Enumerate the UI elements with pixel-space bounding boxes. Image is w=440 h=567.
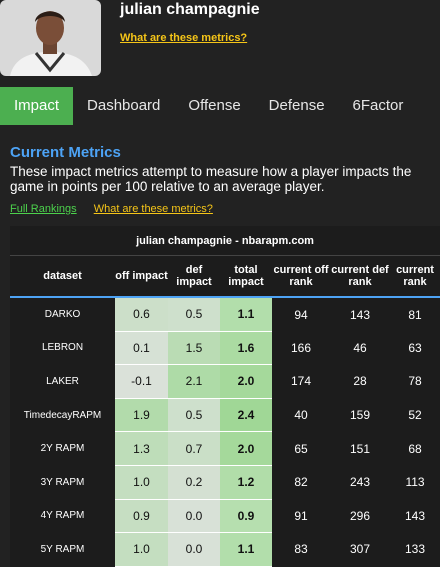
table-row: TimedecayRAPM 1.9 0.5 2.4 40 159 52 bbox=[10, 398, 440, 433]
table-title: julian champagnie - nbarapm.com bbox=[10, 226, 440, 256]
rank-cell: 65 bbox=[294, 441, 308, 456]
metric-cell: 1.6 bbox=[220, 331, 272, 366]
rank-cell: 143 bbox=[349, 307, 371, 322]
full-rankings-link[interactable]: Full Rankings bbox=[10, 203, 77, 215]
table-row: 2Y RAPM 1.3 0.7 2.0 65 151 68 bbox=[10, 431, 440, 466]
metrics-link[interactable]: What are these metrics? bbox=[120, 32, 248, 44]
rank-cell: 68 bbox=[408, 441, 422, 456]
metric-cell: 1.0 bbox=[115, 465, 168, 500]
table-row: 3Y RAPM 1.0 0.2 1.2 82 243 113 bbox=[10, 465, 440, 500]
rank-cell: 151 bbox=[349, 441, 371, 456]
metrics-table: julian champagnie - nbarapm.com dataset of… bbox=[10, 226, 440, 567]
metric-cell: 2.0 bbox=[220, 431, 272, 466]
dataset-cell: TimedecayRAPM bbox=[23, 409, 102, 421]
column-header: def impact bbox=[168, 255, 220, 298]
rank-cell: 83 bbox=[294, 542, 308, 557]
column-header: current off rank bbox=[272, 255, 330, 298]
metric-cell: 1.0 bbox=[115, 532, 168, 567]
tab[interactable]: Dashboard bbox=[87, 97, 161, 114]
table-title-row: julian champagnie - nbarapm.com bbox=[10, 226, 440, 256]
rank-cell: 113 bbox=[405, 475, 425, 490]
metric-cell: 0.6 bbox=[115, 297, 168, 332]
table-row: DARKO 0.6 0.5 1.1 94 143 81 bbox=[10, 297, 440, 332]
dataset-cell: DARKO bbox=[44, 309, 81, 321]
dataset-cell: 3Y RAPM bbox=[40, 476, 85, 488]
rank-cell: 166 bbox=[290, 340, 312, 355]
metric-cell: 2.0 bbox=[220, 364, 272, 399]
dataset-cell: LEBRON bbox=[41, 342, 84, 354]
metric-cell: 0.0 bbox=[168, 499, 220, 534]
tab-bar: Impact Dashboard Offense Defense 6Factor bbox=[0, 87, 440, 125]
dataset-cell: 4Y RAPM bbox=[40, 510, 85, 522]
metric-cell: 0.1 bbox=[115, 331, 168, 366]
metric-cell: 1.9 bbox=[115, 398, 168, 433]
rank-cell: 159 bbox=[349, 408, 371, 423]
metric-cell: 0.9 bbox=[220, 499, 272, 534]
table-row: 4Y RAPM 0.9 0.0 0.9 91 296 143 bbox=[10, 499, 440, 534]
metric-cell: 0.9 bbox=[115, 499, 168, 534]
column-header: total impact bbox=[220, 255, 272, 298]
metric-cell: -0.1 bbox=[115, 364, 168, 399]
table-row: LAKER -0.1 2.1 2.0 174 28 78 bbox=[10, 364, 440, 399]
dataset-cell: LAKER bbox=[46, 375, 79, 387]
rank-cell: 296 bbox=[349, 508, 371, 523]
metric-cell: 1.5 bbox=[168, 331, 220, 366]
rank-cell: 82 bbox=[294, 475, 308, 490]
metric-cell: 0.5 bbox=[168, 297, 220, 332]
metric-cell: 0.5 bbox=[168, 398, 220, 433]
tab[interactable]: Impact bbox=[0, 87, 74, 125]
rank-cell: 91 bbox=[294, 508, 308, 523]
column-header: current rank bbox=[390, 255, 440, 298]
rank-cell: 133 bbox=[405, 542, 426, 557]
metric-cell: 2.1 bbox=[168, 364, 220, 399]
header-row: dataset off impact def impact total impact c… bbox=[10, 255, 440, 298]
column-header: off impact bbox=[115, 255, 168, 298]
rank-cell: 81 bbox=[408, 307, 422, 322]
metric-cell: 0.0 bbox=[168, 532, 220, 567]
rank-cell: 40 bbox=[294, 408, 308, 423]
dataset-cell: 5Y RAPM bbox=[40, 543, 85, 555]
tab[interactable]: Offense bbox=[188, 97, 241, 114]
column-header: dataset bbox=[10, 255, 115, 298]
table-row: 5Y RAPM 1.0 0.0 1.1 83 307 133 bbox=[10, 532, 440, 567]
rank-cell: 94 bbox=[294, 307, 308, 322]
table-row: LEBRON 0.1 1.5 1.6 166 46 63 bbox=[10, 331, 440, 366]
rank-cell: 78 bbox=[408, 374, 422, 389]
tab[interactable]: 6Factor bbox=[352, 97, 404, 114]
rank-cell: 28 bbox=[353, 374, 367, 389]
player-avatar bbox=[0, 0, 101, 76]
rank-cell: 46 bbox=[353, 340, 367, 355]
metrics-link[interactable]: What are these metrics? bbox=[93, 203, 213, 215]
section-description: These impact metrics attempt to measure … bbox=[10, 164, 412, 194]
rank-cell: 52 bbox=[408, 408, 422, 423]
player-name: julian champagnie bbox=[120, 1, 260, 18]
metric-cell: 1.2 bbox=[220, 465, 272, 500]
rank-cell: 243 bbox=[349, 475, 371, 490]
column-header: current def rank bbox=[330, 255, 390, 298]
metric-cell: 1.1 bbox=[220, 532, 272, 567]
rank-cell: 63 bbox=[408, 340, 422, 355]
metric-cell: 0.2 bbox=[168, 465, 220, 500]
metric-cell: 0.7 bbox=[168, 431, 220, 466]
metric-cell: 2.4 bbox=[220, 398, 272, 433]
metric-cell: 1.1 bbox=[220, 297, 272, 332]
rank-cell: 174 bbox=[290, 374, 312, 389]
metric-cell: 1.3 bbox=[115, 431, 168, 466]
dataset-cell: 2Y RAPM bbox=[40, 443, 85, 455]
tab[interactable]: Defense bbox=[268, 97, 325, 114]
rank-cell: 143 bbox=[405, 508, 426, 523]
section-title: Current Metrics bbox=[10, 144, 121, 161]
section-links: Full Rankings What are these metrics? bbox=[10, 203, 227, 215]
rank-cell: 307 bbox=[349, 542, 371, 557]
